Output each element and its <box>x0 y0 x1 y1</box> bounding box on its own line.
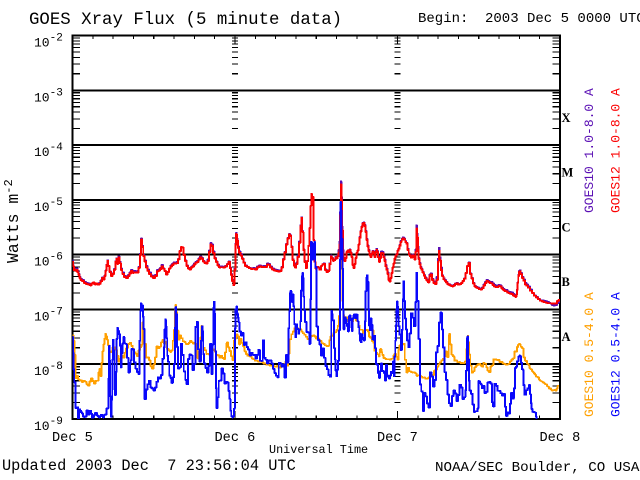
svg-text:X: X <box>562 111 571 125</box>
svg-text:GOES Xray Flux (5 minute data): GOES Xray Flux (5 minute data) <box>29 11 342 30</box>
svg-text:GOES10 0.5-4.0 A: GOES10 0.5-4.0 A <box>582 292 597 417</box>
svg-text:-4: -4 <box>50 142 64 154</box>
svg-text:2003 Dec 5 0000 UTC: 2003 Dec 5 0000 UTC <box>485 11 640 27</box>
svg-text:GOES12 0.5-4.0 A: GOES12 0.5-4.0 A <box>609 292 624 417</box>
svg-text:10: 10 <box>34 364 50 379</box>
svg-text:Dec 6: Dec 6 <box>215 431 256 446</box>
svg-text:Dec 7: Dec 7 <box>377 431 418 446</box>
svg-text:-9: -9 <box>50 416 63 428</box>
svg-text:10: 10 <box>34 255 50 270</box>
svg-text:B: B <box>562 275 570 289</box>
svg-text:10: 10 <box>34 36 50 51</box>
svg-text:C: C <box>562 220 571 234</box>
svg-text:Dec 5: Dec 5 <box>52 431 93 446</box>
svg-text:-2: -2 <box>50 33 63 45</box>
svg-text:10: 10 <box>34 90 50 105</box>
svg-text:10: 10 <box>34 200 50 215</box>
svg-text:M: M <box>562 166 574 180</box>
svg-text:GOES12 1.0-8.0 A: GOES12 1.0-8.0 A <box>609 88 624 213</box>
svg-text:NOAA/SEC Boulder, CO USA: NOAA/SEC Boulder, CO USA <box>435 460 640 476</box>
svg-text:-3: -3 <box>50 87 63 99</box>
svg-text:10: 10 <box>34 419 50 434</box>
svg-text:Dec 8: Dec 8 <box>540 431 581 446</box>
svg-text:Begin:: Begin: <box>418 11 468 27</box>
svg-text:Updated 2003 Dec 7 23:56:04 U: Updated 2003 Dec 7 23:56:04 UTC <box>2 457 296 475</box>
svg-text:A: A <box>562 330 571 344</box>
svg-text:10: 10 <box>34 145 50 160</box>
svg-text:10: 10 <box>34 309 50 324</box>
svg-text:-5: -5 <box>50 197 63 209</box>
svg-text:-7: -7 <box>50 306 63 318</box>
svg-text:-6: -6 <box>50 252 63 264</box>
svg-text:-8: -8 <box>50 361 63 373</box>
svg-text:Universal Time: Universal Time <box>269 443 368 457</box>
svg-text:GOES10 1.0-8.0 A: GOES10 1.0-8.0 A <box>582 88 597 213</box>
svg-text:Watts m-2: Watts m-2 <box>2 179 23 263</box>
